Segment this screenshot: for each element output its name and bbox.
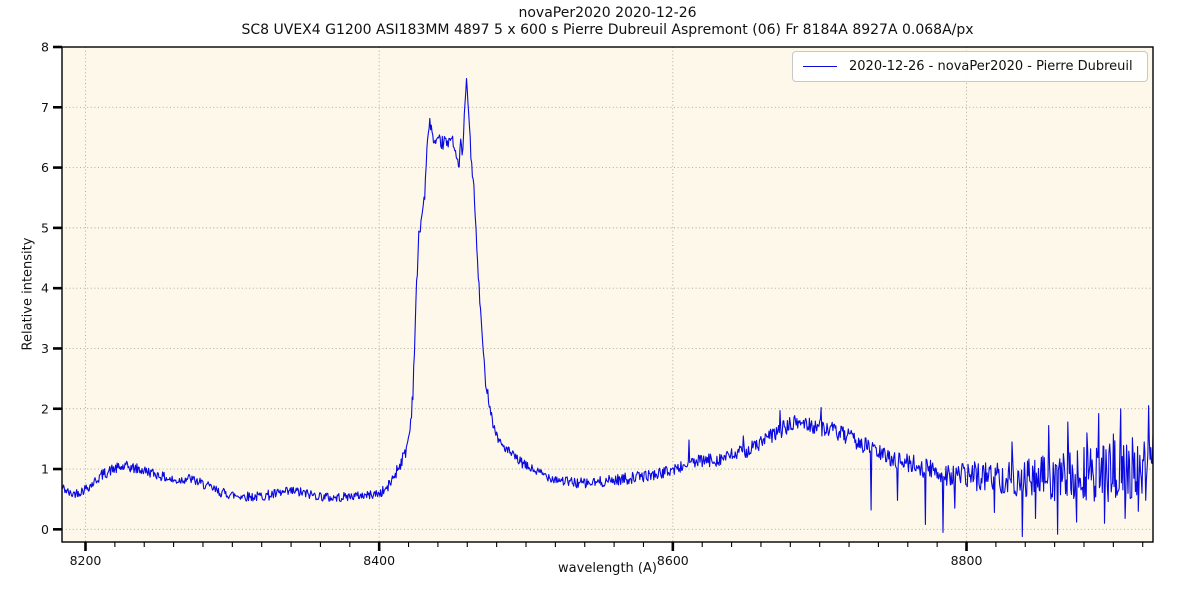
y-tick-label: 2 bbox=[41, 401, 49, 416]
axes-background bbox=[62, 47, 1153, 542]
spectrum-line bbox=[62, 77, 1153, 538]
legend-line-sample bbox=[803, 66, 837, 67]
legend-label: 2020-12-26 - novaPer2020 - Pierre Dubreu… bbox=[849, 59, 1133, 74]
chart-title: novaPer2020 2020-12-26 bbox=[518, 5, 697, 21]
x-tick-label: 8400 bbox=[363, 553, 395, 568]
y-tick-label: 6 bbox=[41, 160, 49, 175]
x-tick-label: 8600 bbox=[657, 553, 689, 568]
axes-frame bbox=[61, 46, 1154, 543]
y-tick-label: 5 bbox=[41, 220, 49, 235]
x-tick-label: 8200 bbox=[70, 553, 102, 568]
y-axis-label: Relative intensity bbox=[20, 237, 36, 351]
x-tick-label: 8800 bbox=[951, 553, 983, 568]
y-tick-label: 3 bbox=[41, 341, 49, 356]
y-tick-label: 4 bbox=[41, 281, 49, 296]
y-tick-label: 1 bbox=[41, 462, 49, 477]
x-axis-label: wavelength (A) bbox=[558, 561, 657, 576]
legend: 2020-12-26 - novaPer2020 - Pierre Dubreu… bbox=[792, 51, 1148, 82]
y-tick-label: 0 bbox=[41, 522, 49, 537]
y-tick-label: 8 bbox=[41, 40, 49, 55]
chart-subtitle: SC8 UVEX4 G1200 ASI183MM 4897 5 x 600 s … bbox=[241, 22, 974, 38]
y-tick-label: 7 bbox=[41, 100, 49, 115]
